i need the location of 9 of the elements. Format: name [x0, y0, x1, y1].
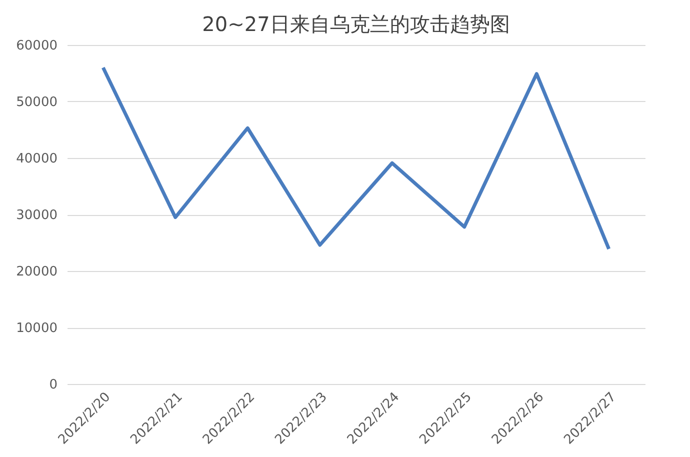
y-tick-label: 30000	[16, 208, 58, 223]
y-tick-label: 60000	[16, 38, 58, 54]
line-series	[101, 66, 611, 251]
y-tick-label: 50000	[16, 95, 58, 110]
chart-title: 20~27日来自乌克兰的攻击趋势图	[202, 12, 510, 36]
y-tick-label: 40000	[16, 152, 58, 166]
y-tick-label: 0	[49, 378, 58, 392]
y-tick-label: 20000	[16, 264, 58, 280]
y-tick-label: 10000	[16, 321, 58, 336]
